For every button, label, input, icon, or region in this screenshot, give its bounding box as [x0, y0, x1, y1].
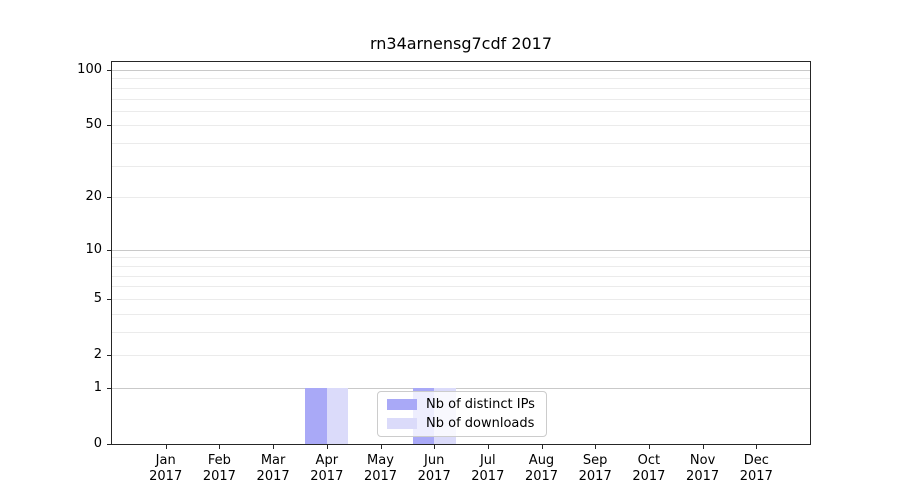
y-gridline-minor	[112, 143, 810, 145]
x-tick-year: 2017	[256, 469, 290, 484]
y-gridline-minor	[112, 78, 810, 80]
y-tick-label: 100	[77, 62, 102, 77]
x-tick-label: Feb 2017	[187, 453, 251, 485]
x-tick-month: Oct	[637, 453, 661, 468]
x-tick-year: 2017	[524, 469, 559, 484]
x-tick-year: 2017	[686, 469, 720, 484]
x-tick-month: Apr	[315, 453, 339, 468]
x-axis-tick	[648, 444, 650, 449]
y-axis-tick	[107, 355, 112, 356]
x-tick-year: 2017	[202, 469, 236, 484]
y-tick-label: 1	[93, 379, 102, 395]
y-gridline-minor	[112, 286, 810, 288]
x-tick-label: Jun 2017	[402, 453, 466, 485]
y-gridline-minor	[112, 165, 810, 167]
y-gridline-minor	[112, 257, 810, 259]
y-gridline-minor	[112, 355, 810, 356]
y-tick-label: 2	[93, 347, 102, 362]
bar-apr-downloads	[326, 387, 349, 444]
x-axis-tick	[273, 444, 275, 449]
x-tick-year: 2017	[739, 469, 773, 484]
y-axis-tick	[107, 298, 112, 300]
y-tick-label: 10	[85, 241, 102, 257]
y-tick-label: 0	[93, 436, 102, 451]
legend-item-distinct-ips: Nb of distinct IPs	[387, 397, 537, 412]
chart-title: rn34arnensg7cdf 2017	[369, 34, 553, 53]
legend-label-distinct-ips: Nb of distinct IPs	[426, 397, 535, 412]
x-tick-label: Jan 2017	[134, 453, 198, 485]
y-gridline-major	[112, 249, 810, 251]
x-tick-year: 2017	[632, 469, 666, 484]
x-axis-tick	[165, 444, 167, 449]
y-tick-label: 5	[93, 290, 102, 306]
legend-label-downloads: Nb of downloads	[426, 416, 535, 431]
y-gridline-minor	[112, 313, 810, 315]
x-tick-label: Apr 2017	[295, 453, 359, 485]
y-axis-tick	[107, 387, 112, 389]
y-tick-label: 20	[85, 189, 102, 205]
x-tick-year: 2017	[310, 469, 344, 484]
x-tick-label: Nov 2017	[671, 453, 735, 485]
x-axis-tick	[756, 444, 758, 449]
x-tick-month: Dec	[743, 453, 769, 468]
x-tick-year: 2017	[149, 469, 183, 484]
y-gridline-minor	[112, 197, 810, 199]
x-tick-month: May	[367, 453, 394, 468]
x-tick-year: 2017	[471, 469, 505, 484]
x-axis-tick	[380, 444, 382, 449]
x-axis-tick	[487, 444, 489, 449]
y-gridline-minor	[112, 275, 810, 277]
x-tick-label: Jul 2017	[456, 453, 520, 485]
legend-swatch-distinct-ips	[387, 399, 417, 410]
x-tick-year: 2017	[417, 469, 451, 484]
bar-apr-distinct-ips	[305, 387, 327, 444]
y-axis-tick	[107, 70, 112, 71]
x-tick-label: May 2017	[349, 453, 413, 485]
x-tick-label: Oct 2017	[617, 453, 681, 485]
x-tick-month: Feb	[207, 453, 231, 468]
y-gridline-major	[112, 70, 810, 71]
x-tick-label: Sep 2017	[563, 453, 627, 485]
x-tick-month: Jan	[155, 453, 176, 468]
y-gridline-minor	[112, 331, 810, 333]
y-axis-tick	[107, 444, 112, 445]
legend-swatch-downloads	[387, 418, 417, 429]
x-tick-year: 2017	[578, 469, 612, 484]
y-gridline-minor	[112, 265, 810, 267]
legend: Nb of distinct IPs Nb of downloads	[377, 391, 547, 437]
x-tick-month: Nov	[689, 453, 716, 468]
legend-item-downloads: Nb of downloads	[387, 416, 537, 431]
x-tick-month: Jun	[424, 453, 445, 468]
x-axis-tick	[595, 444, 597, 449]
y-gridline-major	[112, 387, 810, 389]
x-tick-label: Dec 2017	[724, 453, 788, 485]
x-tick-month: Sep	[582, 453, 608, 468]
y-tick-label: 50	[85, 117, 102, 133]
x-tick-month: Mar	[260, 453, 286, 468]
x-axis-tick	[326, 444, 328, 449]
x-axis-tick	[702, 444, 704, 449]
x-axis-tick	[219, 444, 221, 449]
y-gridline-minor	[112, 98, 810, 100]
x-axis-tick	[541, 444, 543, 449]
y-axis-tick	[107, 197, 112, 199]
x-tick-label: Mar 2017	[241, 453, 305, 485]
plot-area: Nb of distinct IPs Nb of downloads 0 1 2 5 1…	[77, 61, 811, 484]
y-gridline-minor	[112, 87, 810, 89]
x-tick-year: 2017	[363, 469, 398, 484]
x-tick-label: Aug 2017	[510, 453, 574, 485]
y-gridline-minor	[112, 110, 810, 112]
x-tick-month: Aug	[528, 453, 555, 468]
y-gridline-minor	[112, 125, 810, 127]
y-gridline-minor	[112, 298, 810, 300]
y-axis-tick	[107, 249, 112, 251]
y-axis-tick	[107, 125, 112, 127]
x-tick-month: Jul	[479, 453, 496, 468]
x-axis-tick	[434, 444, 436, 449]
